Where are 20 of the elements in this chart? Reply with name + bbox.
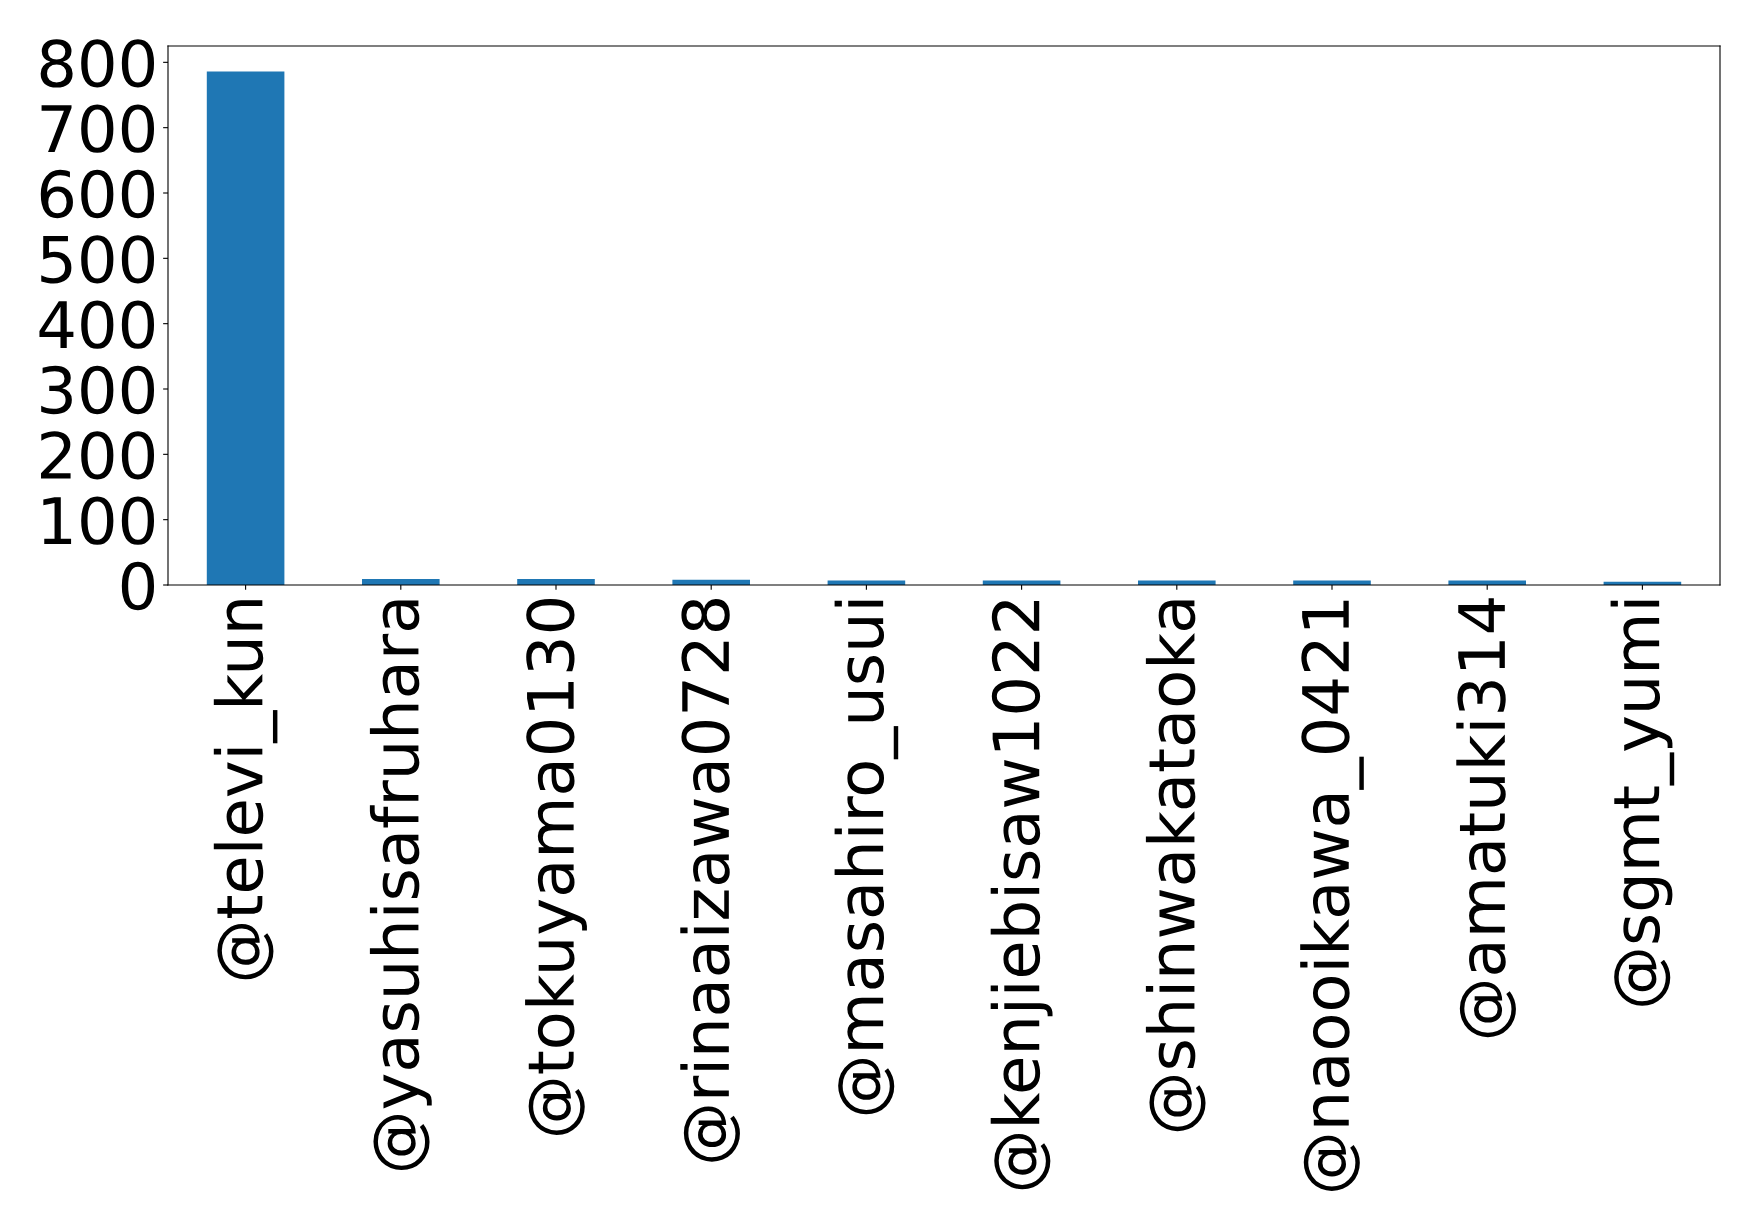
y-tick-label: 100 (43, 496, 155, 545)
bar (206, 71, 285, 585)
y-tick-label: 300 (41, 365, 155, 415)
y-tick-label: 700 (41, 104, 155, 153)
y-tick-label: 200 (41, 431, 155, 480)
x-tick-label: @masahiro_usui (834, 600, 899, 1115)
y-tick-label: 800 (40, 39, 155, 88)
x-tick-label: @televi_kun (213, 600, 278, 980)
x-tick-label: @kenjiebisaw1022 (990, 601, 1053, 1190)
y-tick-label: 600 (40, 169, 155, 219)
x-tick-label: @shinwakataoka (1145, 600, 1206, 1132)
x-tick-label: @naooikawa_0421 (1300, 600, 1364, 1191)
x-tick-label: @rinaaizawa0728 (680, 599, 740, 1162)
x-tick-label: @yasuhisafruhara (369, 600, 432, 1171)
y-tick-label: 0 (121, 561, 155, 611)
x-tick-label: @tokuyama0130 (525, 598, 587, 1135)
x-tick-label: @sgmt_yumi (1610, 600, 1675, 1006)
x-tick-label: @amatuki314 (1456, 598, 1516, 1038)
y-tick-label: 500 (41, 235, 155, 284)
y-tick-label: 400 (39, 300, 155, 349)
